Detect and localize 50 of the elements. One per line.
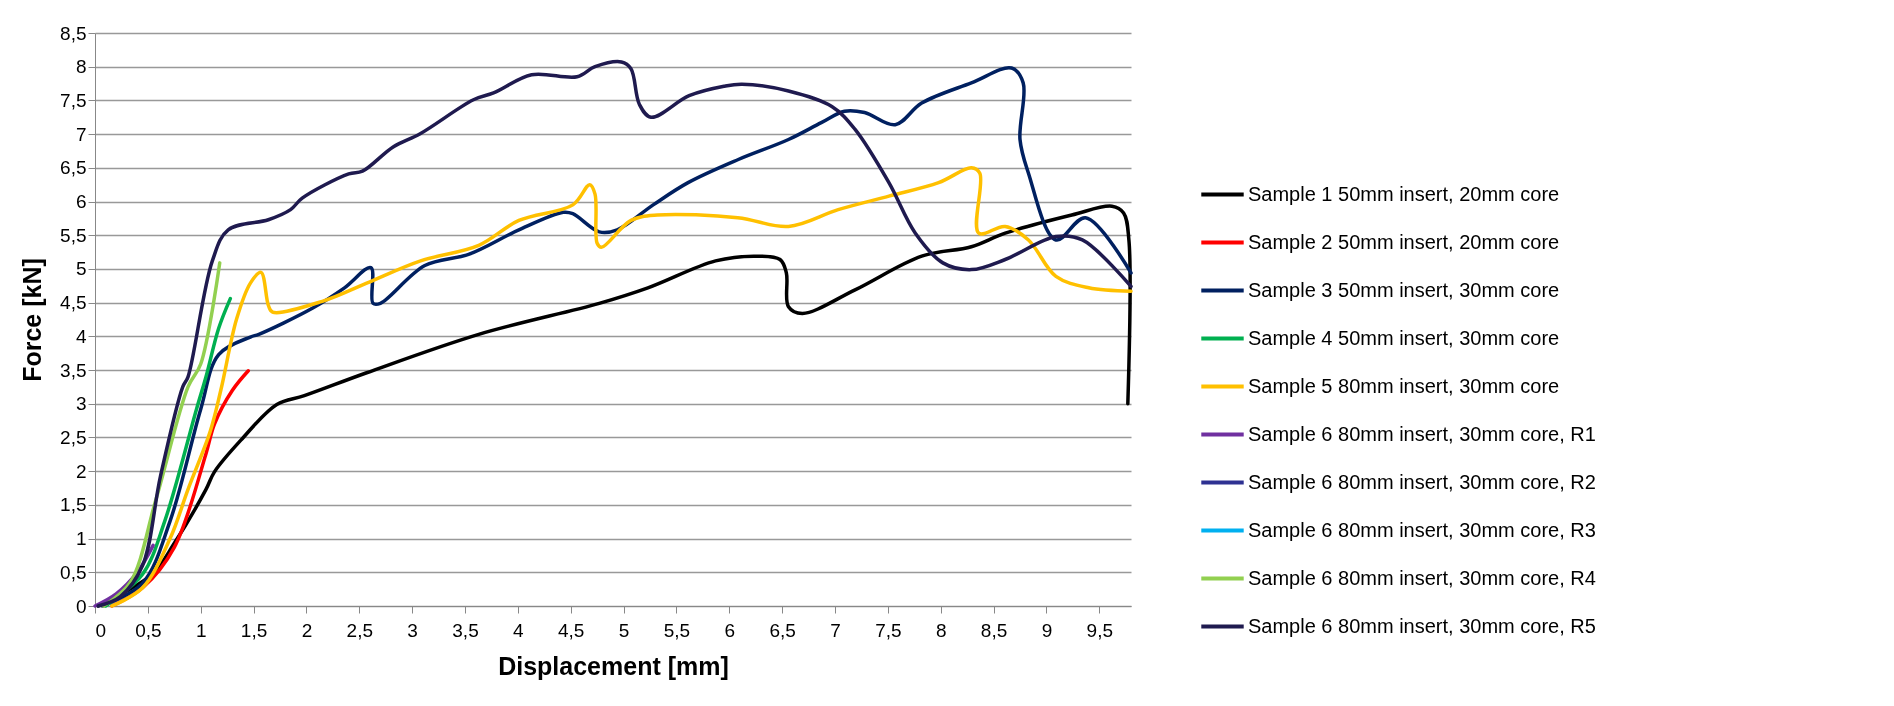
x-axis-title: Displacement [mm]	[498, 651, 729, 680]
y-axis-title: Force [kN]	[18, 258, 47, 382]
y-tick-label: 8,5	[60, 22, 87, 44]
legend-label: Sample 1 50mm insert, 20mm core	[1248, 182, 1560, 205]
y-tick-label: 5	[75, 258, 87, 280]
y-tick-label: 0	[75, 595, 87, 617]
x-tick-label: 5,5	[663, 619, 691, 641]
y-tick-label: 7	[75, 123, 87, 145]
legend-label: Sample 6 80mm insert, 30mm core, R5	[1248, 614, 1596, 637]
x-tick-label: 3	[407, 619, 418, 641]
x-tick-label: 6,5	[769, 619, 796, 641]
y-tick-label: 7,5	[60, 89, 87, 111]
x-tick-label: 3,5	[452, 619, 479, 641]
legend-label: Sample 4 50mm insert, 30mm core	[1248, 326, 1560, 349]
x-tick-label: 9	[1041, 619, 1053, 641]
x-tick-label: 4,5	[558, 619, 585, 641]
y-tick-label: 1	[75, 528, 87, 550]
y-tick-label: 5,5	[60, 224, 87, 246]
y-tick-label: 3	[75, 393, 87, 415]
y-tick-label: 2,5	[60, 426, 87, 448]
legend-label: Sample 6 80mm insert, 30mm core, R2	[1248, 470, 1596, 493]
x-tick-label: 8,5	[980, 619, 1008, 641]
y-tick-label: 4,5	[60, 292, 87, 314]
x-tick-label: 1,5	[240, 619, 268, 641]
x-tick-label: 1	[195, 619, 207, 641]
y-tick-label: 8	[75, 56, 87, 78]
x-tick-label: 6	[724, 619, 736, 641]
y-tick-label: 2	[75, 460, 87, 482]
legend-label: Sample 6 80mm insert, 30mm core, R3	[1248, 518, 1596, 541]
y-tick-label: 6	[75, 191, 87, 213]
x-tick-label: 9,5	[1086, 619, 1113, 641]
x-tick-label: 7	[830, 619, 841, 641]
legend-label: Sample 2 50mm insert, 20mm core	[1248, 230, 1560, 253]
y-tick-label: 1,5	[60, 494, 87, 516]
y-tick-label: 0,5	[60, 561, 87, 583]
legend-label: Sample 6 80mm insert, 30mm core, R4	[1248, 566, 1596, 589]
legend-label: Sample 6 80mm insert, 30mm core, R1	[1248, 422, 1596, 445]
y-tick-label: 3,5	[60, 359, 87, 381]
x-tick-label: 2	[301, 619, 313, 641]
x-tick-label: 4	[513, 619, 525, 641]
legend-label: Sample 3 50mm insert, 30mm core	[1248, 278, 1560, 301]
x-tick-label: 0	[95, 619, 107, 641]
x-tick-label: 8	[935, 619, 947, 641]
x-tick-label: 7,5	[875, 619, 902, 641]
x-tick-label: 5	[618, 619, 630, 641]
legend-label: Sample 5 80mm insert, 30mm core	[1248, 374, 1560, 397]
y-tick-label: 6,5	[60, 157, 87, 179]
x-tick-label: 0,5	[135, 619, 162, 641]
x-tick-label: 2,5	[346, 619, 373, 641]
y-tick-label: 4	[75, 325, 87, 347]
